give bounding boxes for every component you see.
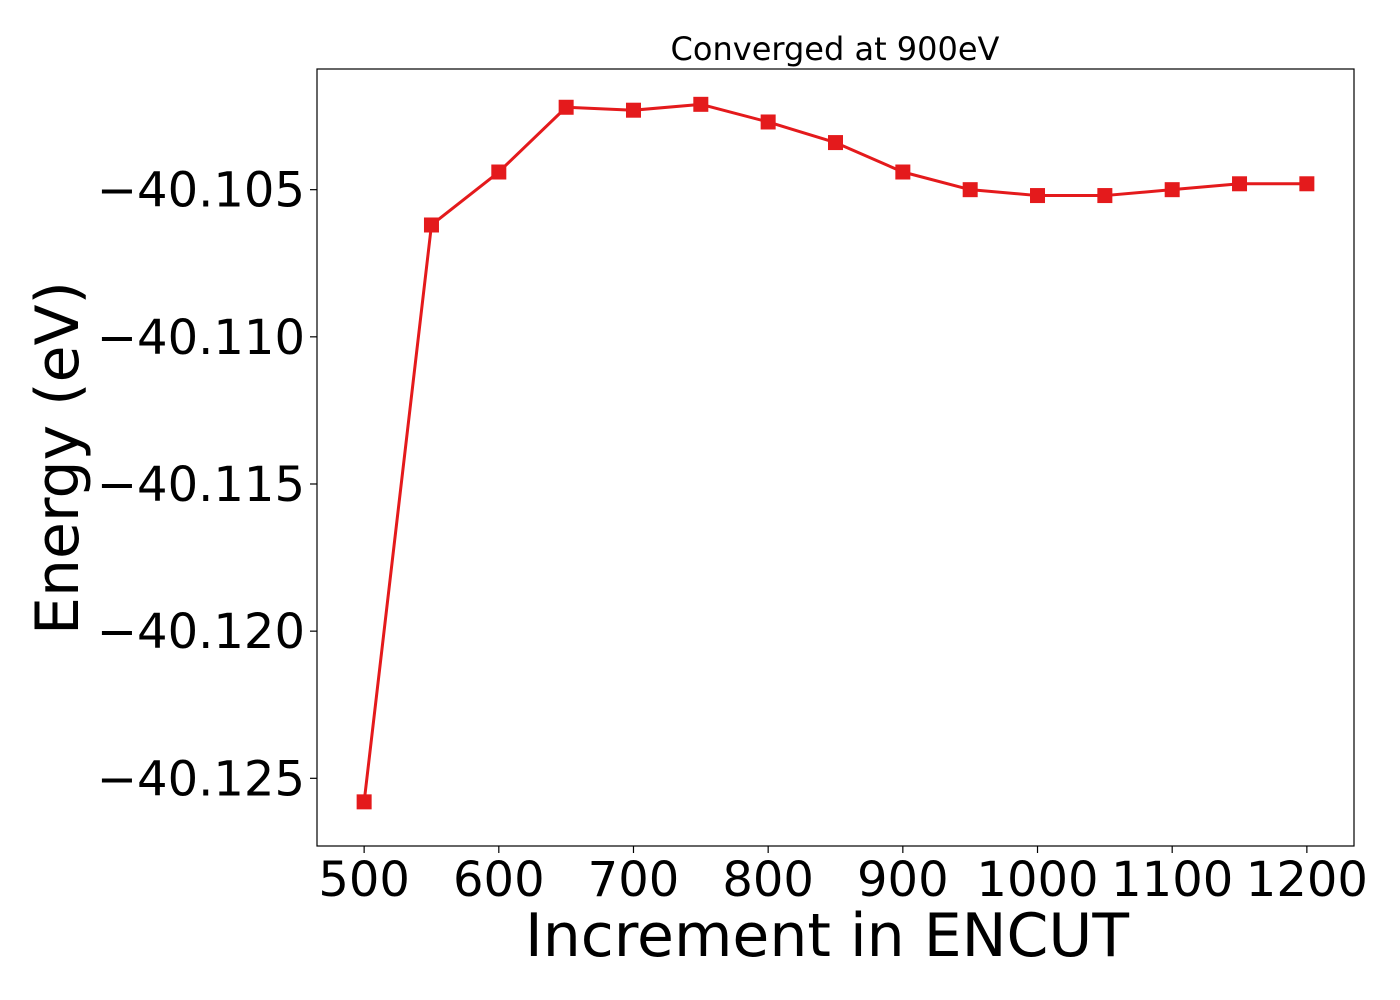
y-tick-label: −40.105	[97, 163, 305, 219]
data-point-marker	[828, 135, 843, 151]
chart-title: Converged at 900eV	[671, 30, 1000, 68]
data-point-marker	[1097, 188, 1113, 204]
x-tick-label: 800	[722, 852, 814, 908]
x-tick-label: 1000	[976, 852, 1098, 908]
y-axis-label: Energy (eV)	[23, 281, 93, 635]
x-axis-ticks: 500 600 700 800 900 1000 1100 1200	[318, 846, 1368, 908]
x-tick-label: 900	[857, 852, 949, 908]
y-tick-label: −40.110	[97, 310, 305, 366]
data-point-marker	[1299, 176, 1315, 192]
data-point-marker	[423, 217, 439, 233]
data-point-marker	[491, 164, 507, 180]
data-point-marker	[558, 99, 574, 115]
data-point-marker	[895, 164, 911, 180]
y-tick-label: −40.125	[97, 751, 305, 807]
x-tick-label: 1200	[1246, 852, 1368, 908]
data-point-marker	[693, 96, 709, 112]
data-point-marker	[356, 794, 372, 810]
data-point-marker	[760, 114, 776, 130]
data-point-marker	[962, 182, 978, 198]
y-axis-ticks: −40.125 −40.120 −40.115 −40.110 −40.105	[97, 163, 317, 807]
x-tick-label: 600	[453, 852, 545, 908]
y-tick-label: −40.115	[97, 457, 305, 513]
data-point-marker	[1232, 176, 1248, 192]
plot-area-frame	[316, 68, 1355, 847]
x-tick-label: 1100	[1111, 852, 1233, 908]
series-layer	[356, 96, 1315, 810]
data-point-marker	[625, 102, 641, 118]
data-point-marker	[1164, 182, 1180, 198]
x-axis-label: Increment in ENCUT	[525, 901, 1129, 971]
x-tick-label: 700	[588, 852, 680, 908]
x-tick-label: 500	[318, 852, 410, 908]
data-point-marker	[1030, 188, 1046, 204]
y-tick-label: −40.120	[97, 604, 305, 660]
